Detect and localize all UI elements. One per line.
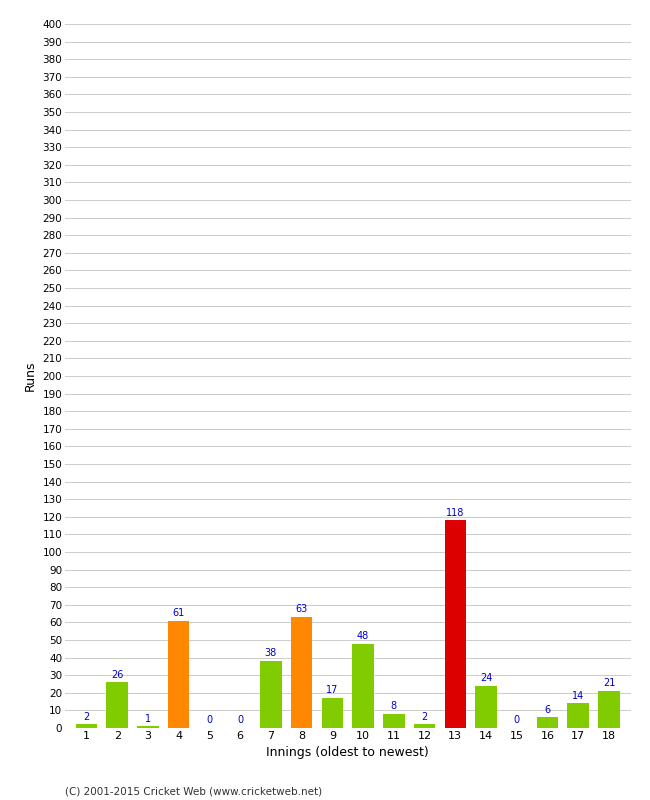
Bar bbox=[383, 714, 404, 728]
Text: 38: 38 bbox=[265, 649, 277, 658]
Bar bbox=[76, 725, 98, 728]
Text: 21: 21 bbox=[603, 678, 615, 688]
Text: 24: 24 bbox=[480, 673, 492, 683]
Bar bbox=[168, 621, 189, 728]
Text: 0: 0 bbox=[237, 715, 243, 726]
Bar bbox=[137, 726, 159, 728]
Text: 63: 63 bbox=[296, 605, 307, 614]
Text: 0: 0 bbox=[514, 715, 520, 726]
Text: 48: 48 bbox=[357, 631, 369, 641]
X-axis label: Innings (oldest to newest): Innings (oldest to newest) bbox=[266, 746, 429, 759]
Bar bbox=[414, 725, 436, 728]
Text: 14: 14 bbox=[572, 690, 584, 701]
Bar bbox=[322, 698, 343, 728]
Text: 2: 2 bbox=[83, 712, 90, 722]
Text: (C) 2001-2015 Cricket Web (www.cricketweb.net): (C) 2001-2015 Cricket Web (www.cricketwe… bbox=[65, 786, 322, 796]
Text: 17: 17 bbox=[326, 686, 339, 695]
Text: 8: 8 bbox=[391, 702, 397, 711]
Bar bbox=[475, 686, 497, 728]
Text: 6: 6 bbox=[545, 705, 551, 715]
Bar bbox=[352, 643, 374, 728]
Text: 61: 61 bbox=[173, 608, 185, 618]
Text: 118: 118 bbox=[446, 508, 465, 518]
Text: 0: 0 bbox=[207, 715, 213, 726]
Bar bbox=[107, 682, 128, 728]
Y-axis label: Runs: Runs bbox=[24, 361, 37, 391]
Bar bbox=[291, 617, 313, 728]
Bar bbox=[260, 661, 281, 728]
Bar bbox=[445, 520, 466, 728]
Text: 26: 26 bbox=[111, 670, 124, 679]
Bar bbox=[537, 718, 558, 728]
Bar bbox=[567, 703, 589, 728]
Bar bbox=[598, 691, 619, 728]
Text: 2: 2 bbox=[421, 712, 428, 722]
Text: 1: 1 bbox=[145, 714, 151, 723]
